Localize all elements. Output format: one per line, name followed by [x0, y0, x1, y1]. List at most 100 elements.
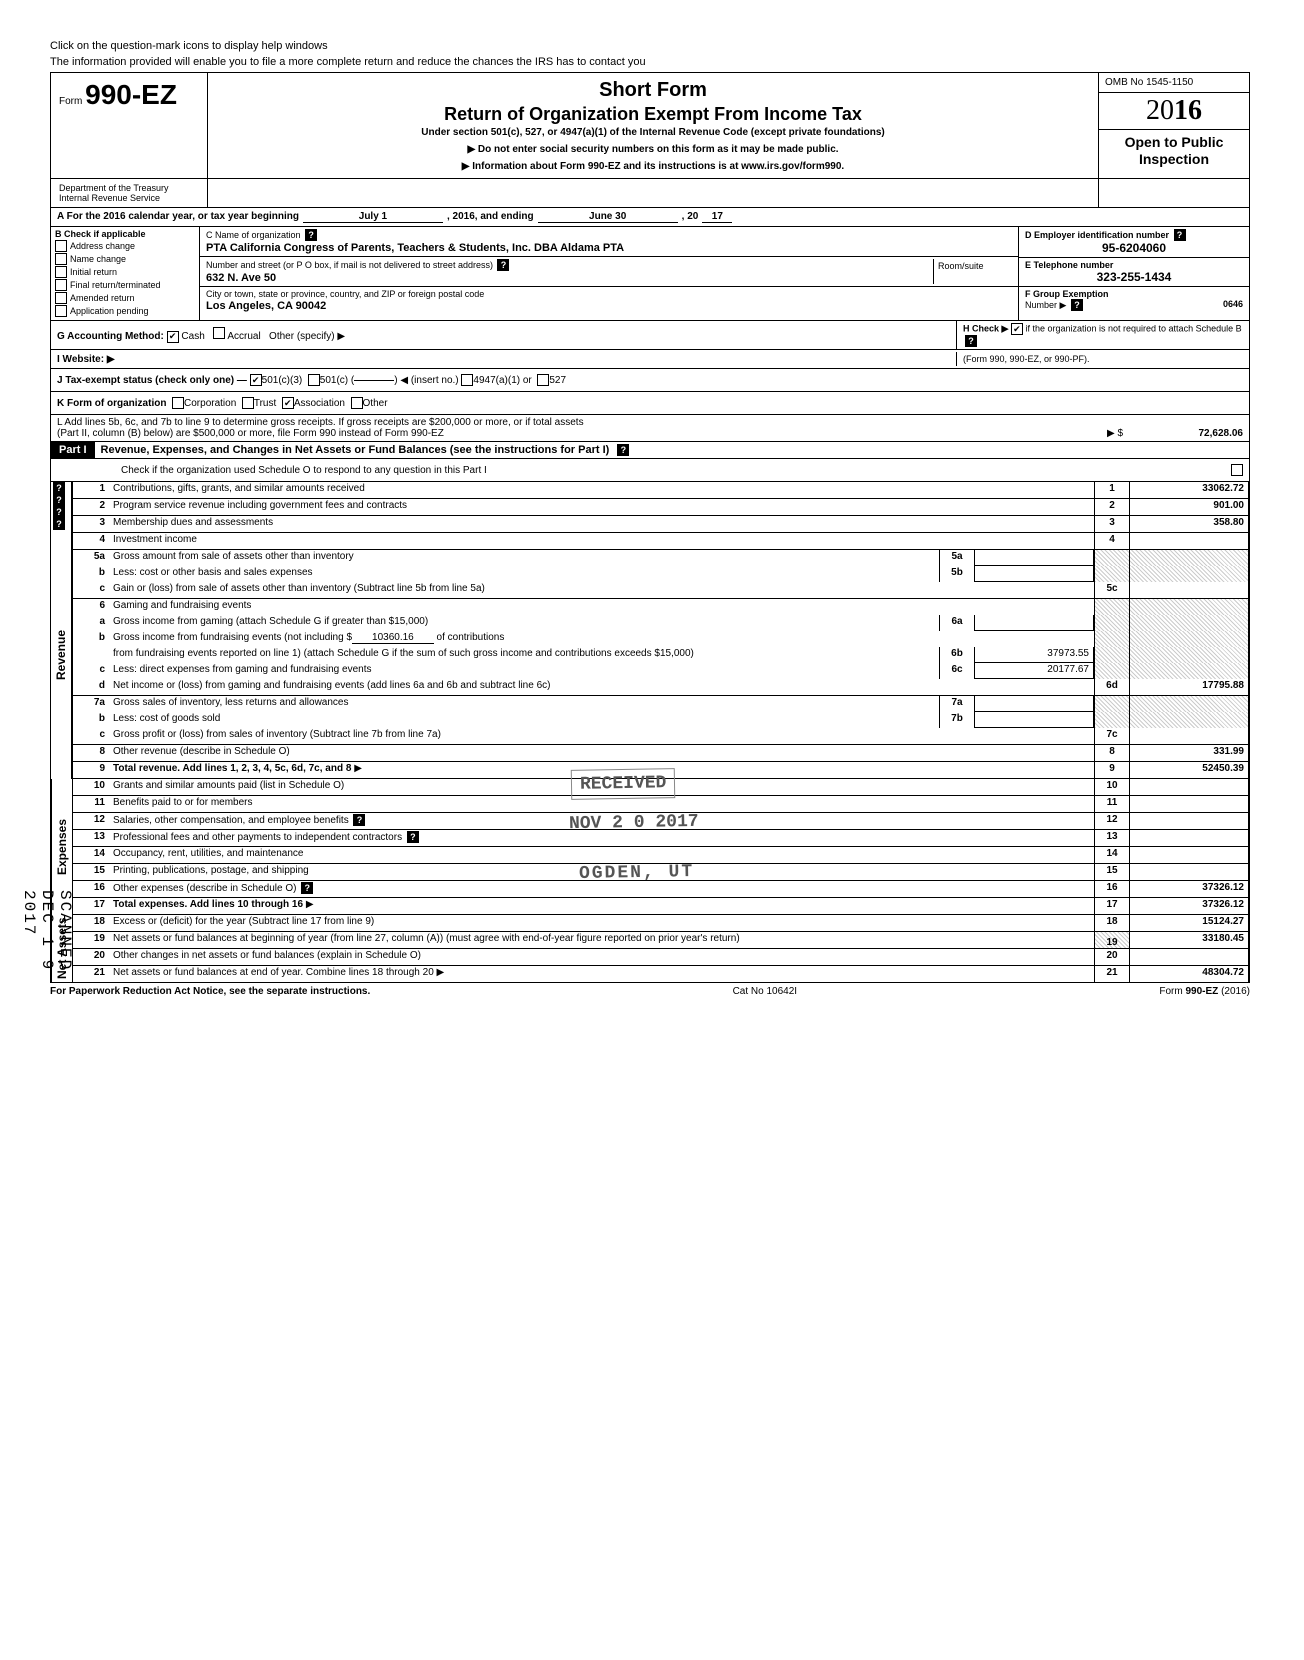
rn: 13: [1094, 830, 1130, 846]
checkbox-trust[interactable]: [242, 397, 254, 409]
line-num: 14: [73, 847, 109, 863]
checkbox-501c[interactable]: [308, 374, 320, 386]
line-4-value: [1130, 533, 1248, 549]
help-icon[interactable]: ?: [53, 494, 65, 506]
line-desc: Less: cost or other basis and sales expe…: [109, 566, 939, 582]
help-icon[interactable]: ?: [617, 444, 629, 456]
footer-form-pre: Form: [1159, 986, 1185, 997]
org-name: PTA California Congress of Parents, Teac…: [206, 242, 1012, 254]
rn: 14: [1094, 847, 1130, 863]
l-arrow: ▶ $: [1107, 428, 1123, 439]
line-num: 21: [73, 966, 109, 982]
line-2-value: 901.00: [1130, 499, 1248, 515]
line-desc: Salaries, other compensation, and employ…: [113, 815, 349, 826]
j-4947: 4947(a)(1) or: [473, 375, 531, 386]
line-num: 2: [73, 499, 109, 515]
checkbox-amended[interactable]: [55, 292, 67, 304]
line-num: 16: [73, 881, 109, 897]
mn: 5b: [939, 566, 975, 582]
c-label: C Name of organization: [206, 230, 301, 240]
checkbox-assoc[interactable]: ✔: [282, 397, 294, 409]
h-label: H Check ▶: [963, 324, 1008, 334]
line-10-value: [1130, 779, 1248, 795]
phone: 323-255-1434: [1025, 270, 1243, 284]
line-num: c: [73, 663, 109, 679]
line-num: 17: [73, 898, 109, 914]
line-13-value: [1130, 830, 1248, 846]
footer-form: 990-EZ: [1186, 986, 1219, 997]
line-17-value: 37326.12: [1130, 898, 1248, 914]
j-527: 527: [549, 375, 566, 386]
line-num: b: [73, 566, 109, 582]
arrow: ▶: [437, 967, 445, 978]
help-icon[interactable]: ?: [53, 482, 65, 494]
l-text1: L Add lines 5b, 6c, and 7b to line 9 to …: [57, 417, 1243, 428]
line-num: 8: [73, 745, 109, 761]
b-item-0: Address change: [70, 241, 135, 251]
footer-cat-no: Cat No 10642I: [733, 986, 798, 997]
checkbox-corp[interactable]: [172, 397, 184, 409]
checkbox-527[interactable]: [537, 374, 549, 386]
checkbox-initial-return[interactable]: [55, 266, 67, 278]
help-icon[interactable]: ?: [407, 831, 419, 843]
line-desc: Less: cost of goods sold: [109, 712, 939, 728]
rn: 6d: [1094, 679, 1130, 695]
checkbox-other[interactable]: [351, 397, 363, 409]
checkbox-pending[interactable]: [55, 305, 67, 317]
line-6b-value: 37973.55: [975, 647, 1094, 663]
line-num: b: [73, 631, 109, 647]
k-assoc: Association: [294, 398, 345, 409]
line-desc: Contributions, gifts, grants, and simila…: [109, 482, 1094, 498]
mn: 7b: [939, 712, 975, 728]
b-item-4: Amended return: [70, 293, 135, 303]
checkbox-address-change[interactable]: [55, 240, 67, 252]
tax-year: 2016: [1099, 93, 1249, 130]
subtitle: Under section 501(c), 527, or 4947(a)(1)…: [218, 127, 1088, 138]
i-label: I Website: ▶: [57, 354, 115, 365]
revenue-section-label: Revenue: [51, 530, 71, 779]
arrow: ▶: [306, 899, 314, 910]
b-item-3: Final return/terminated: [70, 280, 161, 290]
rn: 16: [1094, 881, 1130, 897]
line-num: 18: [73, 915, 109, 931]
help-icon[interactable]: ?: [497, 259, 509, 271]
e-label: E Telephone number: [1025, 260, 1243, 270]
help-icon[interactable]: ?: [305, 229, 317, 241]
irs-label: Internal Revenue Service: [59, 193, 199, 203]
line-num: 10: [73, 779, 109, 795]
line-6b-pre: Gross income from fundraising events (no…: [113, 632, 352, 643]
checkbox-accrual[interactable]: [213, 327, 225, 339]
group-exemption-number: 0646: [1223, 299, 1243, 309]
help-icon[interactable]: ?: [53, 506, 65, 518]
line-desc: Net income or (loss) from gaming and fun…: [109, 679, 1094, 695]
line-desc: from fundraising events reported on line…: [109, 647, 939, 663]
line-num: 6: [73, 599, 109, 615]
checkbox-501c3[interactable]: ✔: [250, 374, 262, 386]
k-trust: Trust: [254, 398, 276, 409]
b-item-1: Name change: [70, 254, 126, 264]
help-icon[interactable]: ?: [353, 814, 365, 826]
l-value: 72,628.06: [1123, 428, 1243, 439]
line-num: 5a: [73, 550, 109, 566]
line-11-value: [1130, 796, 1248, 812]
help-icon[interactable]: ?: [1174, 229, 1186, 241]
checkbox-schedule-o[interactable]: [1231, 464, 1243, 476]
checkbox-4947[interactable]: [461, 374, 473, 386]
rn: 7c: [1094, 728, 1130, 744]
help-icon[interactable]: ?: [301, 882, 313, 894]
checkbox-h[interactable]: ✔: [1011, 323, 1023, 335]
line-desc: Gross sales of inventory, less returns a…: [109, 696, 939, 712]
help-icon[interactable]: ?: [965, 335, 977, 347]
line-num: c: [73, 582, 109, 598]
help-icon[interactable]: ?: [1071, 299, 1083, 311]
line-desc: Other changes in net assets or fund bala…: [109, 949, 1094, 965]
rn: 8: [1094, 745, 1130, 761]
line-desc: Excess or (deficit) for the year (Subtra…: [109, 915, 1094, 931]
help-icon[interactable]: ?: [53, 518, 65, 530]
checkbox-cash[interactable]: ✔: [167, 331, 179, 343]
checkbox-final-return[interactable]: [55, 279, 67, 291]
line-7c-value: [1130, 728, 1248, 744]
part-1-title: Revenue, Expenses, and Changes in Net As…: [95, 442, 616, 458]
line-16-value: 37326.12: [1130, 881, 1248, 897]
checkbox-name-change[interactable]: [55, 253, 67, 265]
